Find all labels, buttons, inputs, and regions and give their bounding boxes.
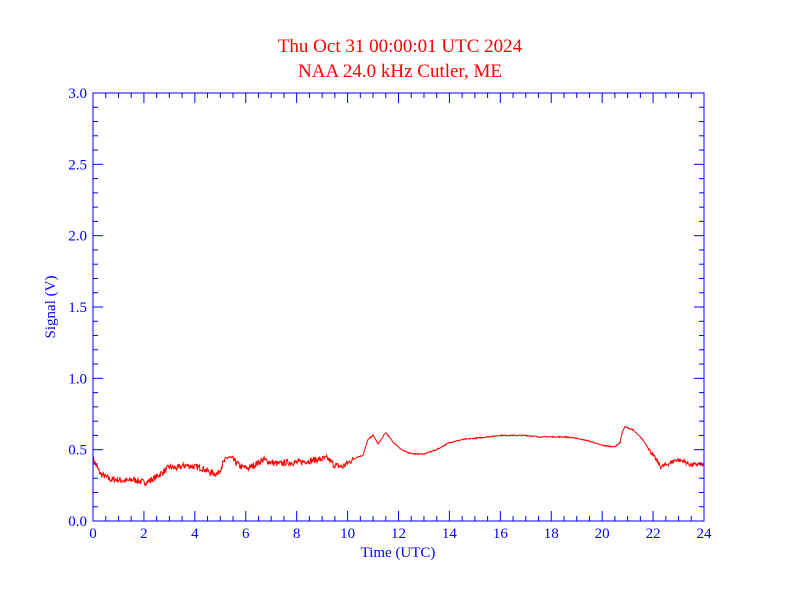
x-tick-label: 24 [697,526,713,542]
x-tick-label: 8 [293,526,301,542]
chart-subtitle: NAA 24.0 kHz Cutler, ME [298,61,502,82]
x-tick-label: 20 [595,526,610,542]
x-tick-label: 18 [544,526,559,542]
ticks-layer: 0 2 4 6 8 10 12 14 16 18 20 22 240.00.51.01.52.02.53… [68,86,712,542]
y-tick-label: 0.5 [68,443,87,459]
y-tick-label: 1.5 [68,300,87,316]
x-tick-label: 0 [89,526,97,542]
signal-series-line [92,425,705,487]
y-tick-label: 2.5 [68,157,87,173]
x-tick-label: 22 [646,526,661,542]
x-tick-label: 4 [191,526,199,542]
chart-title: Thu Oct 31 00:00:01 UTC 2024 [277,36,523,57]
x-tick-label: 12 [391,526,406,542]
x-tick-label: 16 [493,526,509,542]
y-tick-label: 2.0 [68,229,87,245]
y-tick-label: 0.0 [68,514,87,530]
x-tick-label: 14 [442,526,458,542]
y-tick-label: 1.0 [68,371,87,387]
x-axis-label: Time (UTC) [361,545,436,561]
series-layer [92,425,705,487]
x-tick-label: 2 [140,526,148,542]
y-tick-label: 3.0 [68,86,87,102]
y-axis-label: Signal (V) [43,276,59,339]
x-tick-label: 6 [242,526,250,542]
plot-frame [92,92,705,522]
x-tick-label: 10 [340,526,355,542]
